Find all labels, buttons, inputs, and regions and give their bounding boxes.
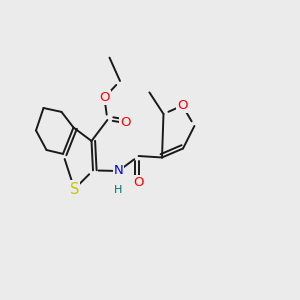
Text: N: N <box>114 164 123 178</box>
Text: O: O <box>120 116 130 130</box>
Text: O: O <box>177 99 188 112</box>
Text: O: O <box>133 176 144 190</box>
Text: O: O <box>99 91 110 104</box>
Text: S: S <box>70 182 79 196</box>
Text: H: H <box>114 184 123 195</box>
